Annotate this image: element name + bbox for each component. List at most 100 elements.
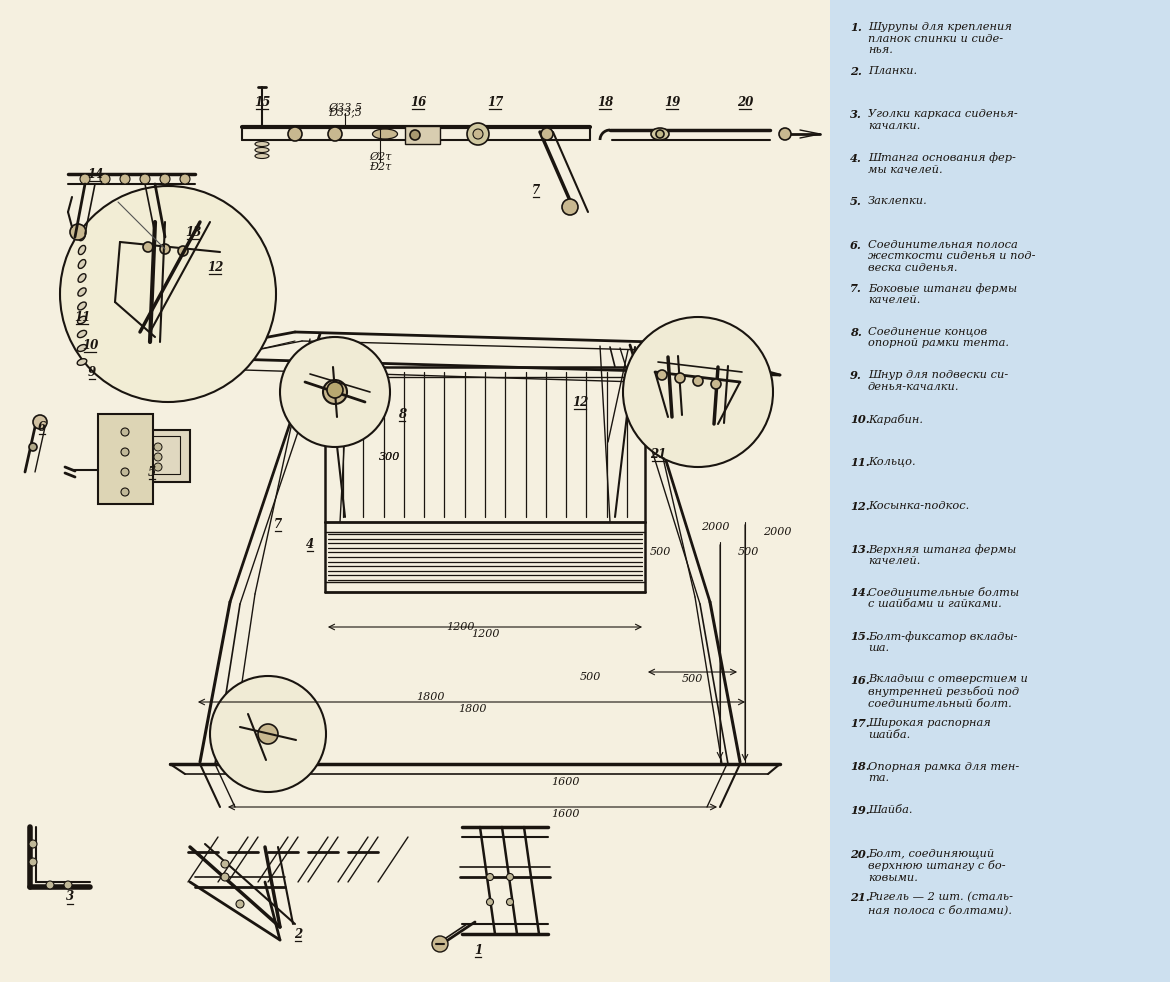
Ellipse shape <box>77 316 87 324</box>
Text: Кольцо.: Кольцо. <box>868 457 916 467</box>
Circle shape <box>259 724 278 744</box>
Circle shape <box>64 881 73 889</box>
Text: Заклепки.: Заклепки. <box>868 196 928 206</box>
Ellipse shape <box>78 288 87 297</box>
Text: Болт-фиксатор вклады-
ша.: Болт-фиксатор вклады- ша. <box>868 631 1018 653</box>
Text: 2: 2 <box>294 928 302 941</box>
Text: 1: 1 <box>474 944 482 956</box>
Circle shape <box>507 874 514 881</box>
Circle shape <box>121 448 129 456</box>
Text: 8.: 8. <box>849 326 862 338</box>
Text: 5: 5 <box>147 465 156 478</box>
Circle shape <box>473 129 483 139</box>
Text: Косынка-подкос.: Косынка-подкос. <box>868 501 969 511</box>
Circle shape <box>29 443 37 451</box>
Text: 10.: 10. <box>849 413 869 424</box>
Ellipse shape <box>78 259 85 268</box>
Text: 13.: 13. <box>849 544 869 555</box>
Circle shape <box>221 860 229 868</box>
Text: 500: 500 <box>681 674 703 684</box>
Text: 15: 15 <box>254 95 270 108</box>
Text: 2000: 2000 <box>763 527 791 537</box>
Text: 4: 4 <box>305 537 314 551</box>
Ellipse shape <box>255 141 269 146</box>
Text: 17.: 17. <box>849 718 869 729</box>
Circle shape <box>562 199 578 215</box>
Text: 300: 300 <box>379 452 400 462</box>
Circle shape <box>29 858 37 866</box>
Circle shape <box>99 174 110 184</box>
Text: 12: 12 <box>207 260 223 274</box>
Circle shape <box>323 380 347 404</box>
Circle shape <box>288 127 302 141</box>
Text: 18.: 18. <box>849 761 869 773</box>
Circle shape <box>487 899 494 905</box>
Circle shape <box>487 874 494 881</box>
Text: 1200: 1200 <box>470 629 500 639</box>
Circle shape <box>209 676 326 792</box>
Text: 500: 500 <box>649 547 670 557</box>
Circle shape <box>154 453 161 461</box>
Text: 20.: 20. <box>849 848 869 859</box>
Ellipse shape <box>77 330 87 338</box>
Text: 7.: 7. <box>849 283 862 294</box>
Circle shape <box>160 244 170 254</box>
Circle shape <box>711 379 721 389</box>
Circle shape <box>180 174 190 184</box>
Text: Шурупы для крепления
планок спинки и сиде-
нья.: Шурупы для крепления планок спинки и сид… <box>868 22 1012 55</box>
Text: 500: 500 <box>579 672 600 682</box>
Text: 2000: 2000 <box>701 522 729 532</box>
Text: 3: 3 <box>66 891 74 903</box>
FancyBboxPatch shape <box>830 0 1170 982</box>
Circle shape <box>121 488 129 496</box>
Circle shape <box>658 370 667 380</box>
Ellipse shape <box>78 274 85 282</box>
Circle shape <box>121 174 130 184</box>
Text: 5.: 5. <box>849 196 862 207</box>
Text: 9: 9 <box>88 365 96 378</box>
Text: 21.: 21. <box>849 892 869 903</box>
Text: Опорная рамка для тен-
та.: Опорная рамка для тен- та. <box>868 761 1019 783</box>
Text: Соединение концов
опорной рамки тента.: Соединение концов опорной рамки тента. <box>868 326 1009 349</box>
Text: 300: 300 <box>379 452 400 462</box>
Circle shape <box>507 899 514 905</box>
Text: Боковые штанги фермы
качелей.: Боковые штанги фермы качелей. <box>868 283 1017 305</box>
Text: Ð2τ: Ð2τ <box>369 162 391 172</box>
Circle shape <box>432 936 448 952</box>
Text: 6: 6 <box>37 420 46 433</box>
Text: 17: 17 <box>487 95 503 108</box>
Text: 1800: 1800 <box>415 692 445 702</box>
Text: 21: 21 <box>649 448 666 461</box>
Ellipse shape <box>77 358 87 365</box>
Circle shape <box>280 337 390 447</box>
Circle shape <box>121 428 129 436</box>
Text: 9.: 9. <box>849 370 862 381</box>
Circle shape <box>178 246 188 256</box>
Circle shape <box>328 127 342 141</box>
Bar <box>138 436 180 474</box>
Text: 18: 18 <box>597 95 613 108</box>
Text: Штанга основания фер-
мы качелей.: Штанга основания фер- мы качелей. <box>868 152 1016 175</box>
Bar <box>98 414 153 504</box>
Text: Ригель — 2 шт. (сталь-
ная полоса с болтами).: Ригель — 2 шт. (сталь- ная полоса с болт… <box>868 892 1013 915</box>
Text: 11.: 11. <box>849 457 869 468</box>
Text: Карабин.: Карабин. <box>868 413 923 424</box>
Circle shape <box>160 174 170 184</box>
Text: Ø2τ: Ø2τ <box>369 152 391 162</box>
Circle shape <box>33 415 47 429</box>
Ellipse shape <box>255 147 269 152</box>
Text: 11: 11 <box>74 310 90 323</box>
Text: 14.: 14. <box>849 587 869 598</box>
Circle shape <box>154 443 161 451</box>
Text: Соединительная полоса
жесткости сиденья и под-
веска сиденья.: Соединительная полоса жесткости сиденья … <box>868 240 1035 273</box>
Circle shape <box>675 373 684 383</box>
Circle shape <box>70 224 87 240</box>
Ellipse shape <box>78 246 85 254</box>
Bar <box>128 430 190 482</box>
Text: Ð33,5: Ð33,5 <box>328 107 362 117</box>
Ellipse shape <box>651 128 669 140</box>
Circle shape <box>80 174 90 184</box>
Circle shape <box>326 382 343 398</box>
Text: 1800: 1800 <box>457 704 487 714</box>
Circle shape <box>29 840 37 848</box>
